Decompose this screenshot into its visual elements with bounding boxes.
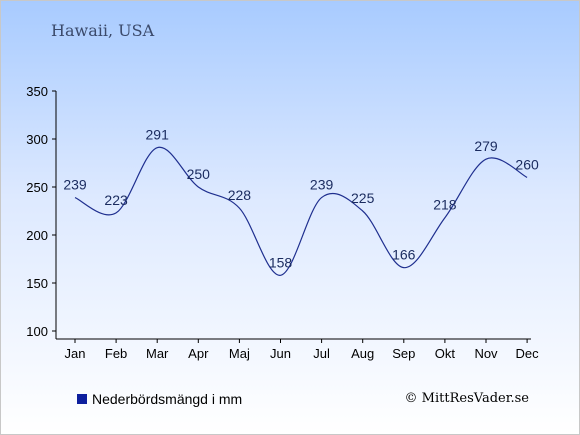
data-label-Okt: 218 [433,197,457,213]
x-tick-label-Sep: Sep [392,346,415,361]
data-label-Aug: 225 [351,190,375,206]
legend-label: Nederbördsmängd i mm [92,391,243,407]
y-tick-label-150: 150 [26,276,48,291]
data-label-Feb: 223 [104,192,128,208]
data-label-Jul: 239 [310,177,334,193]
legend: Nederbördsmängd i mm [77,391,242,407]
x-tick-label-Jun: Jun [270,346,291,361]
y-tick-label-100: 100 [26,324,48,339]
x-tick-label-Apr: Apr [188,346,209,361]
y-tick-label-250: 250 [26,180,48,195]
data-label-Jun: 158 [269,254,293,270]
series-line [74,146,528,276]
y-tick-label-200: 200 [26,228,48,243]
data-label-Maj: 228 [228,187,252,203]
x-tick-label-Nov: Nov [474,346,498,361]
data-label-Mar: 291 [146,127,170,143]
legend-swatch [77,394,87,404]
x-tick-label-Jan: Jan [65,346,86,361]
chart-title: Hawaii, USA [51,21,155,40]
data-label-Jan: 239 [63,177,87,193]
x-tick-label-Maj: Maj [229,346,250,361]
data-label-Dec: 260 [515,156,539,172]
y-tick-label-300: 300 [26,132,48,147]
x-tick-label-Feb: Feb [105,346,127,361]
copyright-text: © MittResVader.se [404,391,529,406]
x-tick-label-Dec: Dec [516,346,540,361]
x-tick-label-Okt: Okt [435,346,456,361]
x-tick-label-Aug: Aug [351,346,374,361]
x-tick-label-Jul: Jul [313,346,330,361]
data-label-Sep: 166 [392,247,416,263]
y-tick-label-350: 350 [26,84,48,99]
data-label-Nov: 279 [474,138,498,154]
data-label-Apr: 250 [187,166,211,182]
x-tick-label-Mar: Mar [146,346,169,361]
